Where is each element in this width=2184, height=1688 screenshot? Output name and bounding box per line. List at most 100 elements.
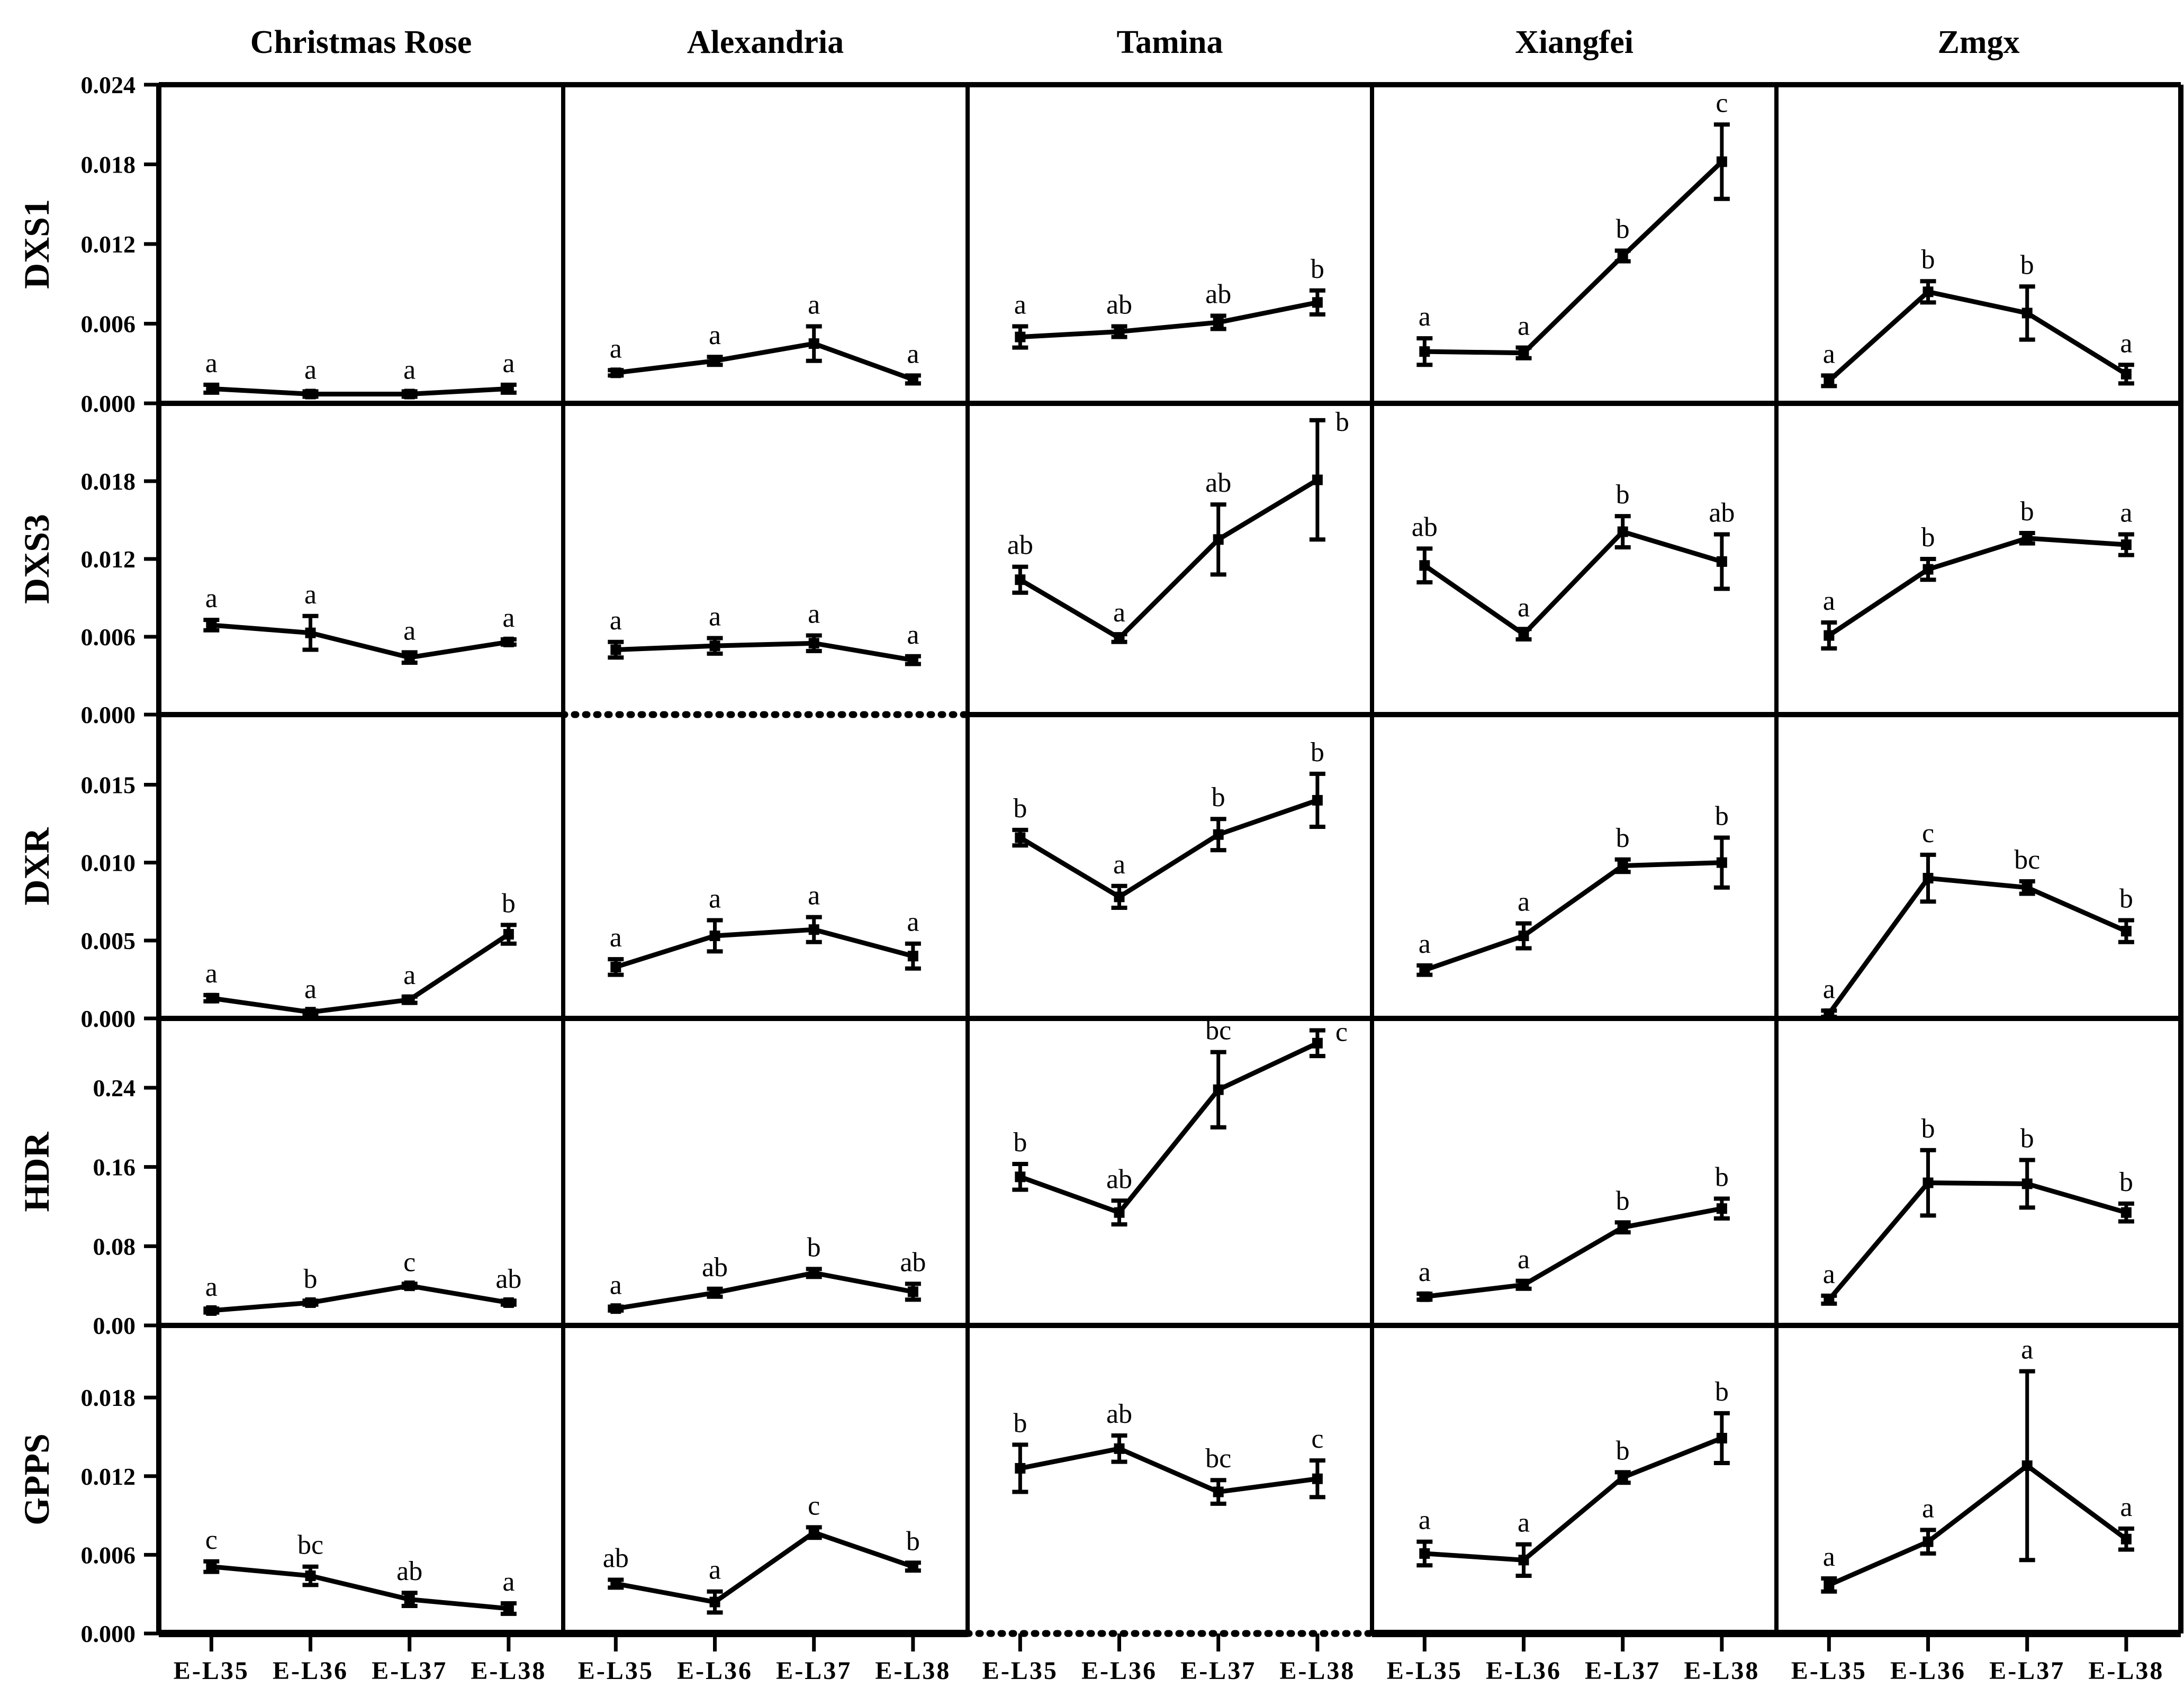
y-tick-label: 0.012 <box>81 1463 136 1490</box>
data-point-marker <box>305 1570 316 1582</box>
data-point-marker <box>503 929 514 940</box>
significance-letter: c <box>403 1247 416 1277</box>
data-line <box>1827 536 2127 638</box>
data-line <box>1828 1463 2128 1587</box>
significance-letter: b <box>1212 782 1225 813</box>
data-point-marker <box>907 951 918 962</box>
significance-letter: b <box>1715 1377 1729 1407</box>
data-point-marker <box>1213 829 1224 840</box>
significance-letter: b <box>1311 254 1324 284</box>
data-point-marker <box>1716 857 1727 868</box>
data-point-marker <box>2120 1207 2132 1218</box>
significance-letter: b <box>1921 1114 1935 1144</box>
data-point-marker <box>1312 297 1323 308</box>
data-line <box>1423 860 1722 973</box>
x-tick-label: E-L35 <box>174 1657 249 1685</box>
data-point-marker <box>1419 964 1430 976</box>
y-tick-label: 0.006 <box>81 624 136 651</box>
significance-letter: a <box>808 290 820 320</box>
significance-letter: a <box>1113 850 1125 880</box>
row-label-gpps: GPPS <box>16 1433 57 1525</box>
data-point-marker <box>1923 564 1934 575</box>
x-tick-label: E-L37 <box>776 1657 852 1685</box>
data-point-marker <box>1824 1294 1835 1305</box>
data-line <box>1827 289 2128 383</box>
subplot-hdr-zmgx: a b b b <box>1821 1114 2134 1306</box>
significance-letter: bc <box>297 1530 323 1560</box>
significance-letter: a <box>205 959 218 989</box>
data-point-marker <box>1114 891 1125 902</box>
significance-letter: ab <box>1412 512 1438 542</box>
data-point-marker <box>907 655 918 666</box>
significance-letter: b <box>1715 1162 1729 1193</box>
data-point-marker <box>206 1305 217 1316</box>
significance-letter: a <box>1014 290 1026 320</box>
significance-letter: b <box>1616 214 1630 245</box>
significance-letter: c <box>1335 1017 1348 1047</box>
significance-letter: b <box>1311 737 1324 768</box>
significance-letter: a <box>205 583 218 613</box>
significance-letter: a <box>1823 586 1835 616</box>
data-point-marker <box>709 1596 720 1608</box>
data-point-marker <box>2120 926 2132 937</box>
data-point-marker <box>1518 930 1529 941</box>
significance-letter: b <box>2119 884 2133 914</box>
y-tick-label: 0.012 <box>81 546 136 573</box>
significance-letter: a <box>1823 1542 1835 1572</box>
x-tick-label: E-L36 <box>1890 1657 1966 1685</box>
x-tick-label: E-L38 <box>875 1657 951 1685</box>
data-point-marker <box>1312 1037 1323 1049</box>
significance-letter: b <box>1335 407 1349 437</box>
row-label-dxs1: DXS1 <box>16 199 57 289</box>
subplot-dxs1-xiangfei: a a b c <box>1416 88 1730 367</box>
data-point-marker <box>1015 1463 1026 1474</box>
y-tick-label: 0.005 <box>81 927 136 954</box>
significance-letter: a <box>1518 1508 1530 1538</box>
data-point-marker <box>305 1297 316 1308</box>
data-point-marker <box>1518 629 1529 640</box>
data-line <box>1020 300 1318 340</box>
subplot-dxr-tamina: b a b b <box>1012 737 1325 910</box>
significance-letter: a <box>304 974 317 1004</box>
significance-letter: b <box>1921 245 1935 275</box>
data-point-marker <box>503 636 514 647</box>
x-tick-label: E-L35 <box>578 1657 654 1685</box>
y-tick-label: 0.015 <box>81 771 136 798</box>
subplot-gpps-tamina: b ab bc c <box>1012 1399 1325 1506</box>
subplot-dxs3-zmgx: a b b a <box>1821 497 2134 651</box>
column-title-christmas-rose: Christmas Rose <box>250 24 472 60</box>
data-point-marker <box>2120 368 2132 380</box>
significance-letter: bc <box>2014 845 2040 875</box>
x-tick-label: E-L35 <box>1387 1657 1463 1685</box>
data-line <box>615 1530 914 1605</box>
column-title-xiangfei: Xiangfei <box>1515 24 1634 60</box>
significance-letter: a <box>709 320 721 350</box>
y-tick-label: 0.018 <box>81 1384 136 1411</box>
x-tick-label: E-L36 <box>1081 1657 1157 1685</box>
x-tick-label: E-L37 <box>1180 1657 1256 1685</box>
data-point-marker <box>1824 1579 1835 1591</box>
significance-letter: c <box>1311 1424 1323 1454</box>
data-line <box>615 1270 914 1311</box>
significance-letter: a <box>2021 1335 2033 1365</box>
data-line <box>211 1564 509 1611</box>
data-point-marker <box>2021 882 2033 893</box>
data-point-marker <box>1716 556 1727 567</box>
data-point-marker <box>404 389 415 400</box>
subplot-gpps-alexandria: ab a c b <box>603 1491 921 1615</box>
y-tick-label: 0.018 <box>81 151 136 178</box>
data-point-marker <box>2120 1533 2132 1545</box>
y-tick-label: 0.000 <box>81 1620 136 1647</box>
data-point-marker <box>709 355 720 366</box>
data-point-marker <box>1114 633 1125 644</box>
data-line <box>211 932 510 1015</box>
data-point-marker <box>1419 346 1430 357</box>
y-tick-label: 0.024 <box>81 71 136 98</box>
significance-letter: a <box>1419 1505 1431 1536</box>
significance-letter: ab <box>396 1556 422 1586</box>
data-point-marker <box>2021 532 2033 544</box>
data-point-marker <box>1923 286 1934 297</box>
